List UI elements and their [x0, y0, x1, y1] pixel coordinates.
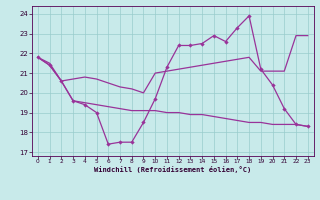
- X-axis label: Windchill (Refroidissement éolien,°C): Windchill (Refroidissement éolien,°C): [94, 166, 252, 173]
